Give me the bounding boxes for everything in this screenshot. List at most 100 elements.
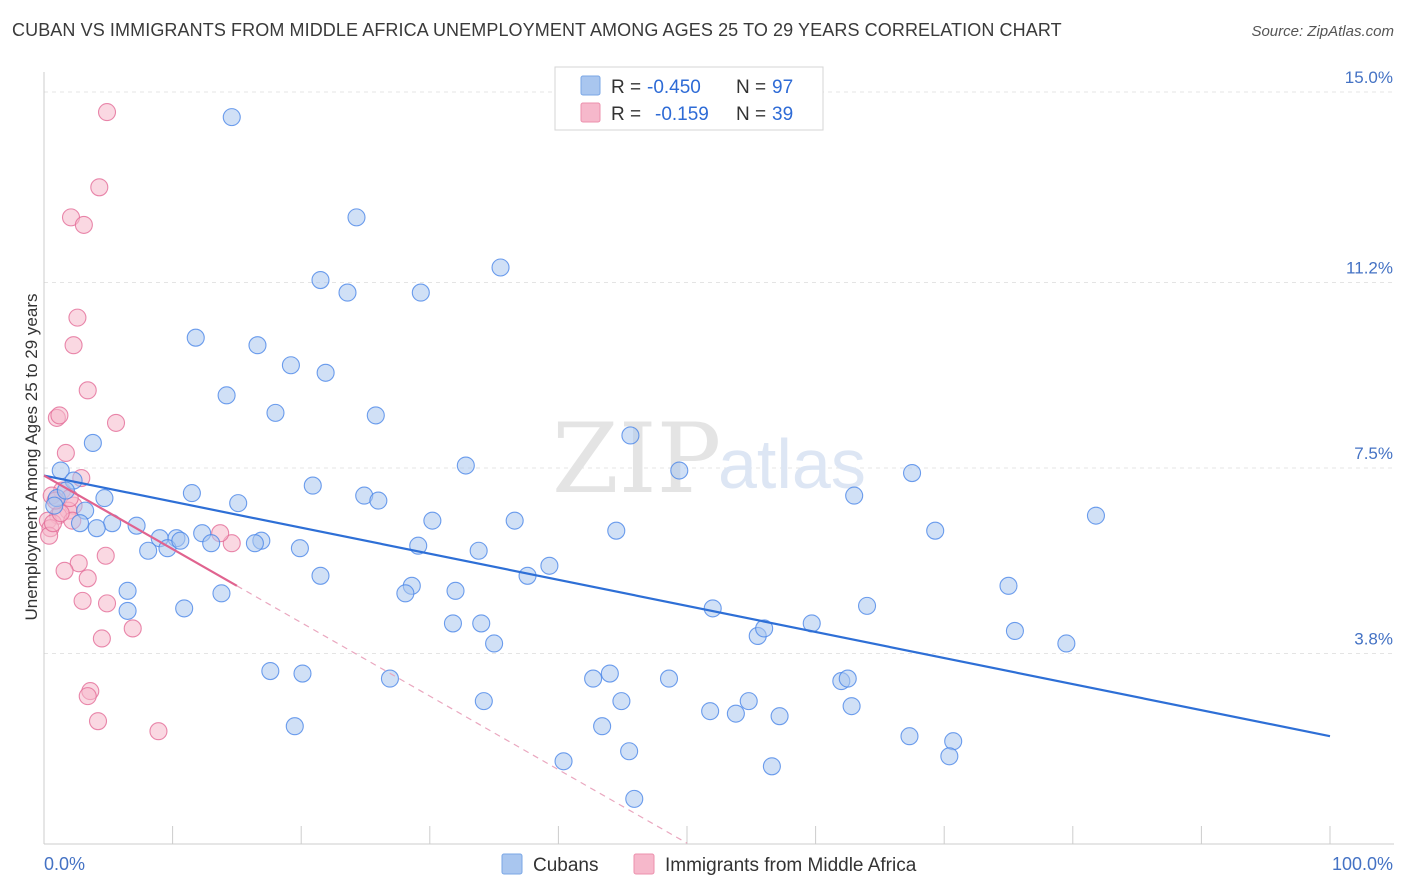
immigrants-point-23	[69, 554, 88, 573]
cubans-point-61	[485, 634, 504, 653]
cubans-point-95	[755, 619, 774, 638]
cubans-point-63	[261, 662, 280, 681]
cubans-point-7	[248, 336, 267, 355]
legend-r-value-cubans: -0.450	[647, 77, 701, 98]
cubans-point-56	[443, 614, 462, 633]
cubans-point-4	[338, 283, 357, 302]
cubans-point-25	[369, 491, 388, 510]
y-tick-labels: 3.8% 7.5% 11.2% 15.0%	[1345, 68, 1393, 648]
cubans-point-84	[762, 757, 781, 776]
cubans-point-80	[900, 727, 919, 746]
y-tick-label-3: 15.0%	[1345, 68, 1393, 87]
immigrants-trend-line	[43, 474, 238, 587]
cubans-point-73	[701, 702, 720, 721]
legend-n-value-cubans: 97	[772, 77, 793, 98]
cubans-point-90	[45, 496, 64, 515]
cubans-point-13	[83, 433, 102, 453]
source-label: Source: ZipAtlas.com	[1251, 23, 1394, 40]
cubans-point-23	[95, 489, 114, 508]
cubans-point-31	[1086, 506, 1105, 525]
immigrants-point-8	[50, 406, 69, 425]
cubans-point-43	[202, 534, 221, 553]
cubans-point-77	[739, 692, 758, 711]
legend-r-label-immigrants: R =	[611, 104, 641, 125]
immigrants-point-6	[78, 381, 97, 400]
bottom-legend-label-immigrants: Immigrants from Middle Africa	[665, 855, 917, 876]
grid-lines	[44, 91, 1394, 655]
cubans-point-20	[303, 476, 322, 495]
cubans-point-55	[857, 596, 877, 615]
y-axis-label: Unemployment Among Ages 25 to 29 years	[22, 294, 41, 621]
immigrants-point-32	[88, 712, 108, 731]
cubans-point-67	[584, 669, 603, 688]
cubans-point-29	[423, 511, 442, 530]
cubans-point-5	[411, 283, 430, 302]
cubans-point-79	[593, 717, 612, 736]
bottom-legend-label-cubans: Cubans	[533, 855, 599, 876]
cubans-point-8	[281, 356, 300, 375]
cubans-point-6	[186, 328, 205, 347]
immigrants-point-25	[78, 569, 97, 588]
cubans-point-51	[396, 584, 415, 603]
cubans-point-85	[940, 747, 959, 766]
immigrants-point-34	[222, 534, 241, 553]
cubans-point-19	[902, 463, 922, 483]
watermark: ZIP atlas	[552, 403, 866, 515]
immigrants-point-27	[97, 594, 117, 613]
immigrants-point-1	[90, 178, 109, 197]
cubans-point-66	[380, 669, 399, 688]
cubans-point-88	[175, 599, 194, 618]
cubans-point-52	[118, 581, 137, 600]
cubans-point-54	[703, 599, 722, 618]
series-immigrants-middle-africa	[38, 103, 241, 741]
cubans-point-30	[505, 511, 524, 530]
cubans-point-75	[770, 707, 789, 726]
chart-title: CUBAN VS IMMIGRANTS FROM MIDDLE AFRICA U…	[12, 20, 1062, 40]
legend-n-label-cubans: N =	[736, 77, 766, 98]
bottom-legend: Cubans Immigrants from Middle Africa	[501, 853, 917, 876]
cubans-point-86	[625, 789, 644, 808]
cubans-point-46	[469, 541, 488, 560]
cubans-point-93	[245, 534, 264, 553]
cubans-point-14	[621, 426, 640, 445]
cubans-point-76	[842, 697, 861, 716]
cubans-point-71	[612, 692, 631, 711]
cubans-point-81	[944, 732, 963, 751]
cubans-point-18	[670, 461, 689, 480]
cubans-point-36	[607, 521, 626, 540]
legend-swatch-cubans	[580, 75, 601, 96]
cubans-point-3	[491, 258, 510, 277]
immigrants-point-24	[55, 561, 74, 580]
immigrants-point-31	[78, 687, 97, 706]
watermark-zip: ZIP	[552, 403, 721, 515]
cubans-point-62	[1057, 634, 1076, 653]
immigrants-point-10	[56, 443, 75, 463]
series-cubans	[45, 108, 1105, 808]
immigrants-point-0	[97, 103, 117, 122]
cubans-point-72	[474, 692, 493, 711]
cubans-point-26	[229, 494, 248, 513]
immigrants-point-4	[68, 308, 87, 327]
legend-n-value-immigrants: 39	[772, 104, 793, 125]
cubans-point-57	[472, 614, 491, 633]
cubans-point-92	[87, 519, 106, 538]
legend-swatch-immigrants	[580, 102, 601, 123]
cubans-point-2	[311, 270, 330, 290]
cubans-point-21	[182, 484, 201, 503]
cubans-point-0	[222, 108, 241, 127]
axes	[43, 72, 1394, 845]
cubans-point-94	[540, 556, 559, 575]
cubans-point-17	[456, 456, 475, 475]
cubans-trend-line	[43, 474, 1331, 738]
watermark-atlas: atlas	[718, 425, 866, 503]
immigrants-trend-extension	[236, 585, 688, 844]
cubans-point-64	[293, 664, 312, 683]
cubans-point-11	[266, 403, 285, 422]
bottom-legend-swatch-immigrants	[633, 853, 655, 875]
legend-n-label-immigrants: N =	[736, 104, 766, 125]
immigrants-point-28	[123, 619, 142, 638]
immigrants-point-26	[73, 591, 92, 610]
cubans-point-50	[446, 581, 465, 600]
cubans-point-65	[600, 664, 619, 683]
